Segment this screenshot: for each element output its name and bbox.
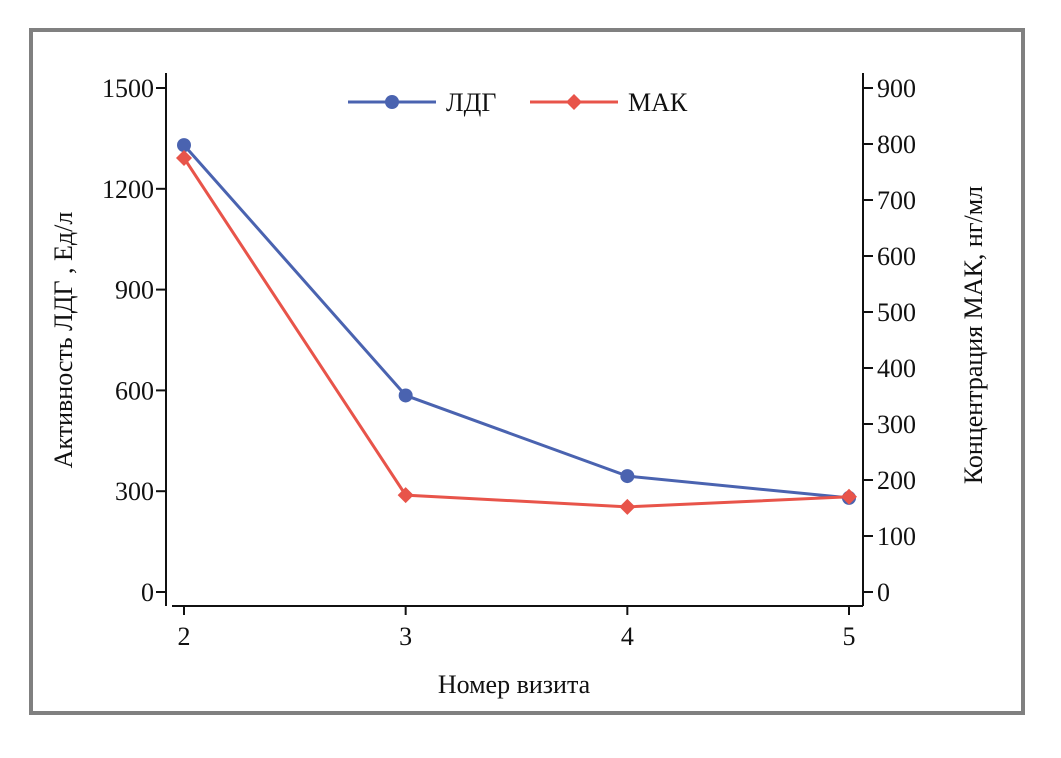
y-left-tick-label: 1500 <box>102 74 154 103</box>
y-left-tick-label: 900 <box>115 276 154 305</box>
y-left-tick-label: 300 <box>115 477 154 506</box>
y-axis-right-title: Концентрация МАК, нг/мл <box>959 186 988 484</box>
series-layer <box>176 138 857 515</box>
y-right-tick-label: 800 <box>877 130 916 159</box>
y-right-tick-label: 500 <box>877 298 916 327</box>
x-tick-label: 3 <box>399 622 412 651</box>
y-right-tick-label: 700 <box>877 186 916 215</box>
y-left-tick-label: 0 <box>141 578 154 607</box>
series-line-2 <box>182 157 850 509</box>
y-right-tick-label: 100 <box>877 522 916 551</box>
x-tick-label: 4 <box>621 622 634 651</box>
data-point-series-2 <box>841 488 857 505</box>
y-left-tick-label: 600 <box>115 376 154 405</box>
data-point-series-1 <box>177 138 191 153</box>
x-tick-label: 2 <box>178 622 191 651</box>
y-right-tick-label: 0 <box>877 578 890 607</box>
y-right-tick-label: 300 <box>877 410 916 439</box>
data-point-series-1 <box>620 469 635 484</box>
legend-label-series-2: МАК <box>628 88 688 117</box>
data-point-series-2 <box>619 498 636 515</box>
y-right-tick-label: 200 <box>877 466 916 495</box>
x-axis-title: Номер визита <box>438 670 591 699</box>
legend-marker-series-1 <box>385 95 399 109</box>
y-right-tick-label: 900 <box>877 74 916 103</box>
data-point-series-2 <box>176 150 192 166</box>
y-right-tick-label: 400 <box>877 354 916 383</box>
ticks: 0 300 600 900 1200 1500 0 100 200 300 400 500 600 700… <box>102 74 916 651</box>
outer-frame <box>29 28 1025 715</box>
x-tick-label: 5 <box>843 622 856 651</box>
data-point-series-2 <box>397 487 414 504</box>
axes <box>165 73 864 607</box>
y-axis-left-title: Активность ЛДГ , Ед/л <box>49 212 78 469</box>
legend: ЛДГ МАК <box>348 88 688 117</box>
legend-label-series-1: ЛДГ <box>446 88 496 117</box>
legend-marker-series-2 <box>566 94 582 110</box>
y-right-tick-label: 600 <box>877 242 916 271</box>
y-left-tick-label: 1200 <box>102 175 154 204</box>
series-line-1 <box>182 144 850 500</box>
data-point-series-1 <box>398 388 413 403</box>
